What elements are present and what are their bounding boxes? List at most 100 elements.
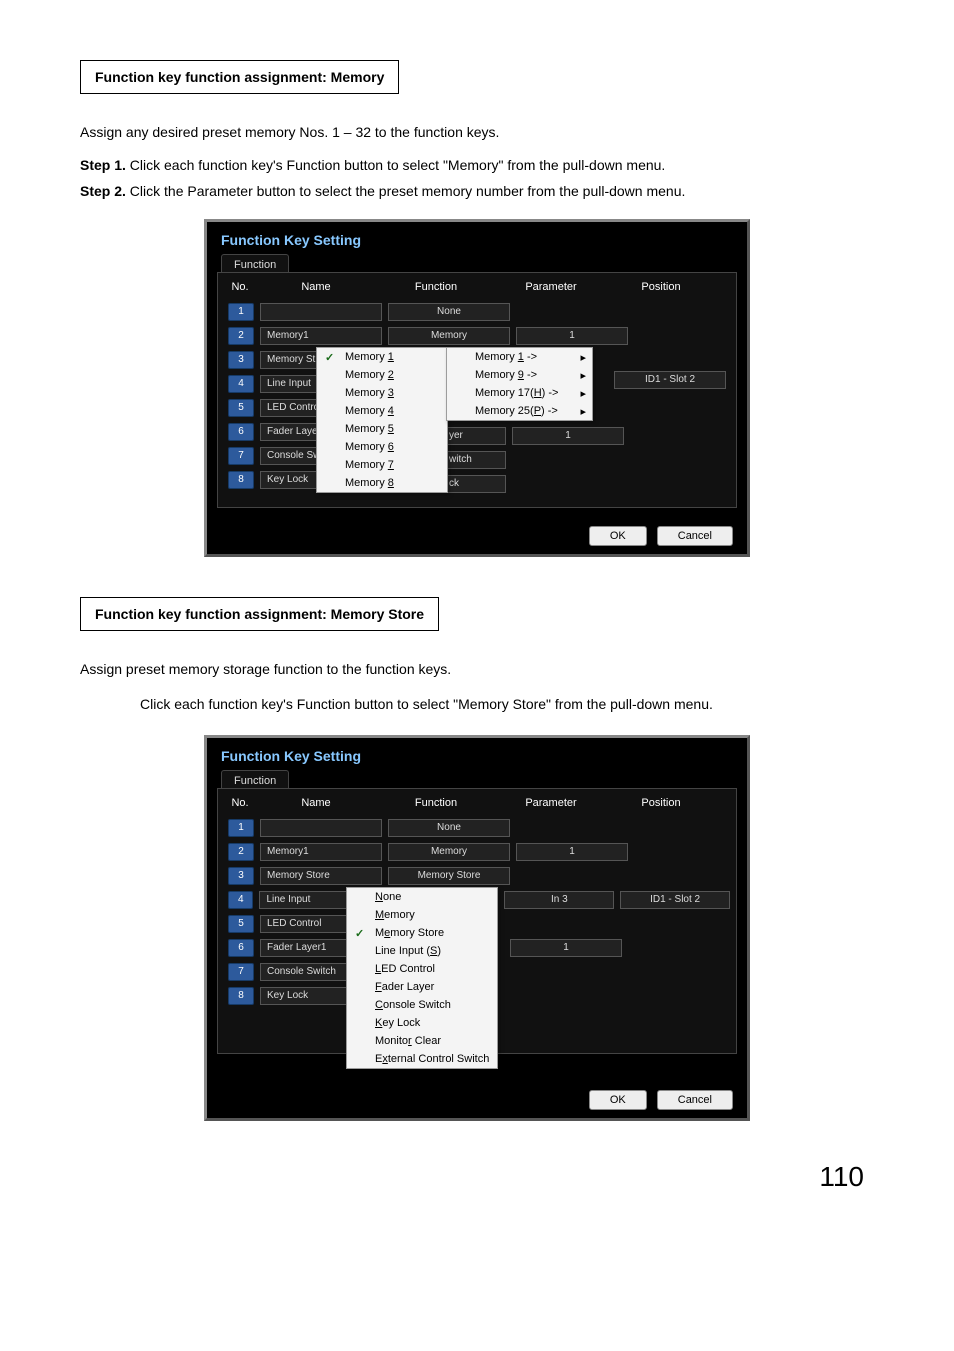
- step-1-text: Click each function key's Function butto…: [130, 157, 666, 173]
- dropdown-item[interactable]: Monitor Clear: [347, 1032, 497, 1050]
- function-row: 3 Memory StoreMemory Store: [224, 867, 730, 885]
- step-1-label: Step 1.: [80, 157, 126, 173]
- dropdown-item[interactable]: Memory 6: [317, 438, 447, 456]
- function-field[interactable]: None: [388, 819, 510, 837]
- ok-button[interactable]: OK: [589, 526, 647, 546]
- step-1: Step 1. Click each function key's Functi…: [80, 157, 874, 173]
- dropdown-item[interactable]: Memory 9 ->▸: [447, 366, 592, 384]
- hdr-param: Parameter: [496, 797, 606, 809]
- hdr-no: No.: [224, 797, 256, 809]
- section-heading: Function key function assignment: Memory…: [80, 597, 439, 631]
- check-icon: ✓: [325, 351, 334, 364]
- intro-text: Assign preset memory storage function to…: [80, 659, 874, 680]
- function-tab[interactable]: Function: [221, 254, 289, 273]
- parameter-dropdown[interactable]: ✓Memory 1Memory 2Memory 3Memory 4Memory …: [316, 347, 448, 493]
- row-fragment: yer 1: [436, 427, 624, 445]
- step-2-text: Click the Parameter button to select the…: [130, 183, 686, 199]
- function-tab[interactable]: Function: [221, 770, 289, 789]
- dropdown-item[interactable]: Memory 5: [317, 420, 447, 438]
- row-number: 8: [228, 987, 254, 1005]
- hdr-name: Name: [256, 281, 376, 293]
- dropdown-item[interactable]: Memory 8: [317, 474, 447, 492]
- function-dropdown[interactable]: NoneMemory✓Memory StoreLine Input (S)LED…: [346, 887, 498, 1069]
- parameter-field[interactable]: 1: [516, 843, 628, 861]
- row-number: 2: [228, 327, 254, 345]
- check-icon: ✓: [355, 927, 364, 940]
- cancel-button[interactable]: Cancel: [657, 526, 733, 546]
- row-number: 7: [228, 447, 254, 465]
- ok-button[interactable]: OK: [589, 1090, 647, 1110]
- function-key-window: Function Key Setting Function No. Name F…: [204, 219, 750, 557]
- dropdown-item[interactable]: Memory 7: [317, 456, 447, 474]
- function-field[interactable]: None: [388, 303, 510, 321]
- dropdown-item[interactable]: Memory 17(H) ->▸: [447, 384, 592, 402]
- dropdown-item[interactable]: Memory 25(P) ->▸: [447, 402, 592, 420]
- step-2-label: Step 2.: [80, 183, 126, 199]
- dropdown-item[interactable]: Key Lock: [347, 1014, 497, 1032]
- dropdown-item[interactable]: External Control Switch: [347, 1050, 497, 1068]
- function-field[interactable]: Memory Store: [388, 867, 510, 885]
- parameter-submenu[interactable]: Memory 1 ->▸Memory 9 ->▸Memory 17(H) ->▸…: [446, 347, 593, 421]
- dropdown-item[interactable]: Fader Layer: [347, 978, 497, 996]
- step-2: Step 2. Click the Parameter button to se…: [80, 183, 874, 199]
- name-field[interactable]: Memory Store: [260, 867, 382, 885]
- dropdown-item[interactable]: Memory 4: [317, 402, 447, 420]
- dropdown-item[interactable]: Console Switch: [347, 996, 497, 1014]
- dropdown-item[interactable]: ✓Memory Store: [347, 924, 497, 942]
- name-field[interactable]: [260, 303, 382, 321]
- row-number: 2: [228, 843, 254, 861]
- hdr-func: Function: [376, 281, 496, 293]
- hdr-func: Function: [376, 797, 496, 809]
- hdr-pos: Position: [606, 281, 716, 293]
- name-field[interactable]: [260, 819, 382, 837]
- dropdown-item[interactable]: Memory 1 ->▸: [447, 348, 592, 366]
- function-row: 1 None: [224, 303, 730, 321]
- row-number: 5: [228, 399, 254, 417]
- section-heading: Function key function assignment: Memory: [80, 60, 399, 94]
- row-number: 5: [228, 915, 254, 933]
- dropdown-item[interactable]: Memory: [347, 906, 497, 924]
- parameter-field[interactable]: In 3: [504, 891, 614, 909]
- hdr-no: No.: [224, 281, 256, 293]
- window-title: Function Key Setting: [207, 738, 747, 770]
- submenu-arrow-icon: ▸: [580, 387, 586, 400]
- position-value: ID1 - Slot 2: [608, 371, 726, 389]
- page-number: 110: [80, 1161, 864, 1193]
- intro-text: Assign any desired preset memory Nos. 1 …: [80, 122, 874, 143]
- function-row: 2 Memory1Memory1: [224, 843, 730, 861]
- submenu-arrow-icon: ▸: [580, 405, 586, 418]
- hdr-param: Parameter: [496, 281, 606, 293]
- function-row: 2 Memory1Memory1: [224, 327, 730, 345]
- name-field[interactable]: Memory1: [260, 327, 382, 345]
- dropdown-item[interactable]: None: [347, 888, 497, 906]
- cancel-button[interactable]: Cancel: [657, 1090, 733, 1110]
- function-row: 1 None: [224, 819, 730, 837]
- parameter-field[interactable]: 1: [516, 327, 628, 345]
- dropdown-item[interactable]: LED Control: [347, 960, 497, 978]
- row-number: 1: [228, 303, 254, 321]
- dropdown-item[interactable]: Memory 3: [317, 384, 447, 402]
- header-row: No. Name Function Parameter Position: [224, 277, 730, 297]
- dropdown-item[interactable]: ✓Memory 1: [317, 348, 447, 366]
- dropdown-item[interactable]: Line Input (S): [347, 942, 497, 960]
- row-number: 4: [228, 891, 253, 909]
- submenu-arrow-icon: ▸: [580, 369, 586, 382]
- row-number: 6: [228, 939, 254, 957]
- row-number: 3: [228, 351, 254, 369]
- hdr-pos: Position: [606, 797, 716, 809]
- body-text: Click each function key's Function butto…: [140, 694, 874, 715]
- window-title: Function Key Setting: [207, 222, 747, 254]
- row-number: 7: [228, 963, 254, 981]
- parameter-field[interactable]: 1: [510, 939, 622, 957]
- name-field[interactable]: Memory1: [260, 843, 382, 861]
- row-number: 4: [228, 375, 254, 393]
- submenu-arrow-icon: ▸: [580, 351, 586, 364]
- position-field[interactable]: ID1 - Slot 2: [620, 891, 730, 909]
- hdr-name: Name: [256, 797, 376, 809]
- dropdown-item[interactable]: Memory 2: [317, 366, 447, 384]
- function-key-window: Function Key Setting Function No. Name F…: [204, 735, 750, 1121]
- row-number: 6: [228, 423, 254, 441]
- function-field[interactable]: Memory: [388, 327, 510, 345]
- row-number: 8: [228, 471, 254, 489]
- function-field[interactable]: Memory: [388, 843, 510, 861]
